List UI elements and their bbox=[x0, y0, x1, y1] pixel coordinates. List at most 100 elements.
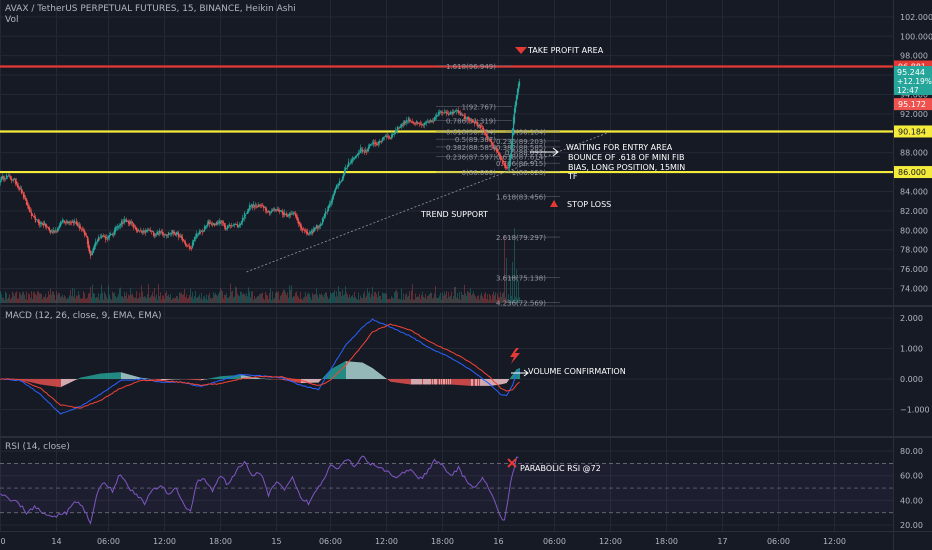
candle-body bbox=[222, 221, 225, 224]
volume-bar bbox=[404, 299, 405, 303]
volume-bar bbox=[221, 289, 222, 303]
macd-histogram-bar bbox=[146, 378, 147, 379]
annotation-bounce-line1: BOUNCE OF .618 OF MINI FIB bbox=[568, 153, 685, 162]
macd-histogram-bar bbox=[130, 374, 131, 379]
volume-bar bbox=[97, 297, 98, 303]
volume-bar bbox=[46, 298, 47, 303]
volume-bar bbox=[255, 298, 256, 303]
annotation-waiting: WAITING FOR ENTRY AREA bbox=[566, 143, 673, 152]
macd-histogram-bar bbox=[28, 379, 29, 382]
candle-body bbox=[173, 231, 176, 235]
macd-histogram-bar bbox=[328, 371, 329, 379]
macd-histogram-bar bbox=[80, 377, 81, 379]
candle-body bbox=[245, 213, 248, 215]
candle-body bbox=[32, 215, 35, 217]
annotation-take-profit: TAKE PROFIT AREA bbox=[527, 46, 604, 55]
volume-bar bbox=[222, 291, 223, 303]
volume-bar bbox=[396, 289, 397, 303]
volume-bar bbox=[474, 294, 475, 303]
macd-histogram-bar bbox=[48, 379, 49, 386]
volume-bar bbox=[240, 291, 241, 303]
volume-bar bbox=[428, 295, 429, 303]
candle-body bbox=[401, 125, 404, 126]
candle-body bbox=[394, 130, 397, 134]
macd-histogram-bar bbox=[94, 374, 95, 379]
macd-histogram-bar bbox=[68, 379, 69, 384]
volume-bar bbox=[341, 296, 342, 303]
candle-body bbox=[343, 170, 346, 176]
candle-body bbox=[372, 141, 375, 145]
volume-bar bbox=[7, 299, 8, 303]
macd-histogram-bar bbox=[403, 379, 404, 384]
volume-bar bbox=[204, 295, 205, 303]
stop-loss-marker bbox=[550, 200, 558, 207]
volume-bar bbox=[198, 296, 199, 303]
candle-body bbox=[298, 222, 301, 225]
volume-bar bbox=[208, 295, 209, 303]
macd-histogram-bar bbox=[471, 379, 472, 386]
candle-body bbox=[242, 218, 245, 220]
candle-body bbox=[461, 114, 464, 117]
macd-histogram-bar bbox=[484, 379, 485, 386]
volume-bar bbox=[268, 299, 269, 303]
volume-bar bbox=[213, 292, 214, 303]
candle-body bbox=[476, 122, 479, 127]
volume-bar bbox=[495, 292, 496, 303]
volume-bar bbox=[183, 294, 184, 303]
volume-bar bbox=[379, 296, 380, 303]
candle-body bbox=[0, 176, 3, 181]
macd-histogram-bar bbox=[408, 379, 409, 385]
volume-bar bbox=[96, 297, 97, 303]
macd-histogram-bar bbox=[210, 378, 211, 379]
macd-histogram-bar bbox=[193, 379, 194, 380]
volume-bar bbox=[375, 291, 376, 303]
volume-bar bbox=[386, 294, 387, 303]
volume-bar bbox=[344, 294, 345, 303]
candle-body bbox=[370, 144, 373, 146]
price-tick-label: 100.000 bbox=[900, 32, 932, 41]
volume-bar bbox=[70, 289, 71, 303]
candle-body bbox=[311, 231, 314, 234]
volume-bar bbox=[121, 296, 122, 303]
macd-histogram-bar bbox=[89, 375, 90, 379]
macd-histogram-bar bbox=[464, 379, 465, 386]
macd-histogram-bar bbox=[474, 379, 475, 386]
candle-body bbox=[409, 119, 412, 122]
volume-bar bbox=[315, 294, 316, 303]
candle-body bbox=[153, 233, 156, 236]
volume-bar bbox=[63, 297, 64, 303]
macd-histogram-bar bbox=[95, 374, 96, 379]
macd-histogram-bar bbox=[246, 375, 247, 379]
volume-bar bbox=[165, 292, 166, 303]
candle-body bbox=[413, 122, 416, 124]
macd-histogram-bar bbox=[481, 379, 482, 386]
macd-histogram-bar bbox=[230, 375, 231, 379]
volume-bar bbox=[58, 292, 59, 303]
macd-histogram-bar bbox=[84, 376, 85, 379]
volume-bar bbox=[391, 296, 392, 303]
candle-body bbox=[258, 205, 261, 207]
volume-bar bbox=[489, 293, 490, 303]
volume-bar bbox=[381, 299, 382, 303]
candle-body bbox=[323, 213, 326, 219]
volume-bar bbox=[423, 296, 424, 303]
candle-body bbox=[503, 162, 506, 167]
volume-bar bbox=[299, 299, 300, 303]
candle-body bbox=[446, 112, 449, 114]
macd-histogram-bar bbox=[47, 379, 48, 386]
candle-body bbox=[387, 136, 390, 138]
volume-bar bbox=[199, 294, 200, 303]
volume-bar bbox=[470, 288, 471, 303]
candle-body bbox=[33, 216, 36, 218]
macd-histogram-bar bbox=[427, 379, 428, 385]
macd-histogram-bar bbox=[462, 379, 463, 386]
volume-bar bbox=[226, 293, 227, 303]
candle-body bbox=[88, 246, 91, 253]
volume-bar bbox=[211, 298, 212, 303]
macd-histogram-bar bbox=[475, 379, 476, 386]
candle-body bbox=[188, 245, 191, 249]
macd-histogram-bar bbox=[388, 379, 389, 381]
volume-bar bbox=[450, 295, 451, 303]
volume-bar bbox=[201, 292, 202, 303]
